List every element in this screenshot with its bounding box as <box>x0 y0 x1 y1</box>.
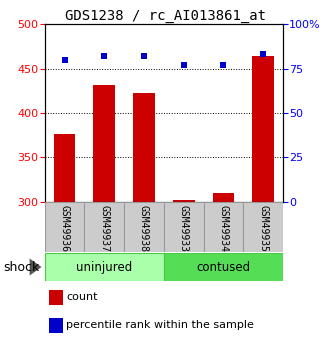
Bar <box>164 253 283 281</box>
Bar <box>93 85 115 202</box>
Text: GSM49934: GSM49934 <box>218 205 228 252</box>
Bar <box>252 56 274 202</box>
Text: GSM49938: GSM49938 <box>139 205 149 252</box>
Point <box>141 53 147 59</box>
Point <box>181 62 186 68</box>
Point <box>221 62 226 68</box>
Text: percentile rank within the sample: percentile rank within the sample <box>66 320 254 330</box>
Bar <box>204 202 243 252</box>
Bar <box>124 202 164 252</box>
Bar <box>45 202 84 252</box>
Bar <box>164 202 204 252</box>
Text: GDS1238 / rc_AI013861_at: GDS1238 / rc_AI013861_at <box>65 9 266 23</box>
Bar <box>173 200 195 202</box>
Text: GSM49933: GSM49933 <box>179 205 189 252</box>
Text: contused: contused <box>196 260 251 274</box>
Point <box>102 53 107 59</box>
Text: GSM49936: GSM49936 <box>60 205 70 252</box>
Polygon shape <box>30 258 42 276</box>
Point <box>260 52 266 57</box>
Text: shock: shock <box>3 260 40 274</box>
Text: GSM49937: GSM49937 <box>99 205 109 252</box>
Bar <box>54 134 75 202</box>
Bar <box>243 202 283 252</box>
Bar <box>133 92 155 202</box>
Text: GSM49935: GSM49935 <box>258 205 268 252</box>
Bar <box>213 193 234 202</box>
Bar <box>49 318 63 333</box>
Text: count: count <box>66 293 98 303</box>
Bar <box>49 290 63 305</box>
Point <box>62 57 67 62</box>
Text: uninjured: uninjured <box>76 260 132 274</box>
Bar <box>45 253 164 281</box>
Bar <box>84 202 124 252</box>
